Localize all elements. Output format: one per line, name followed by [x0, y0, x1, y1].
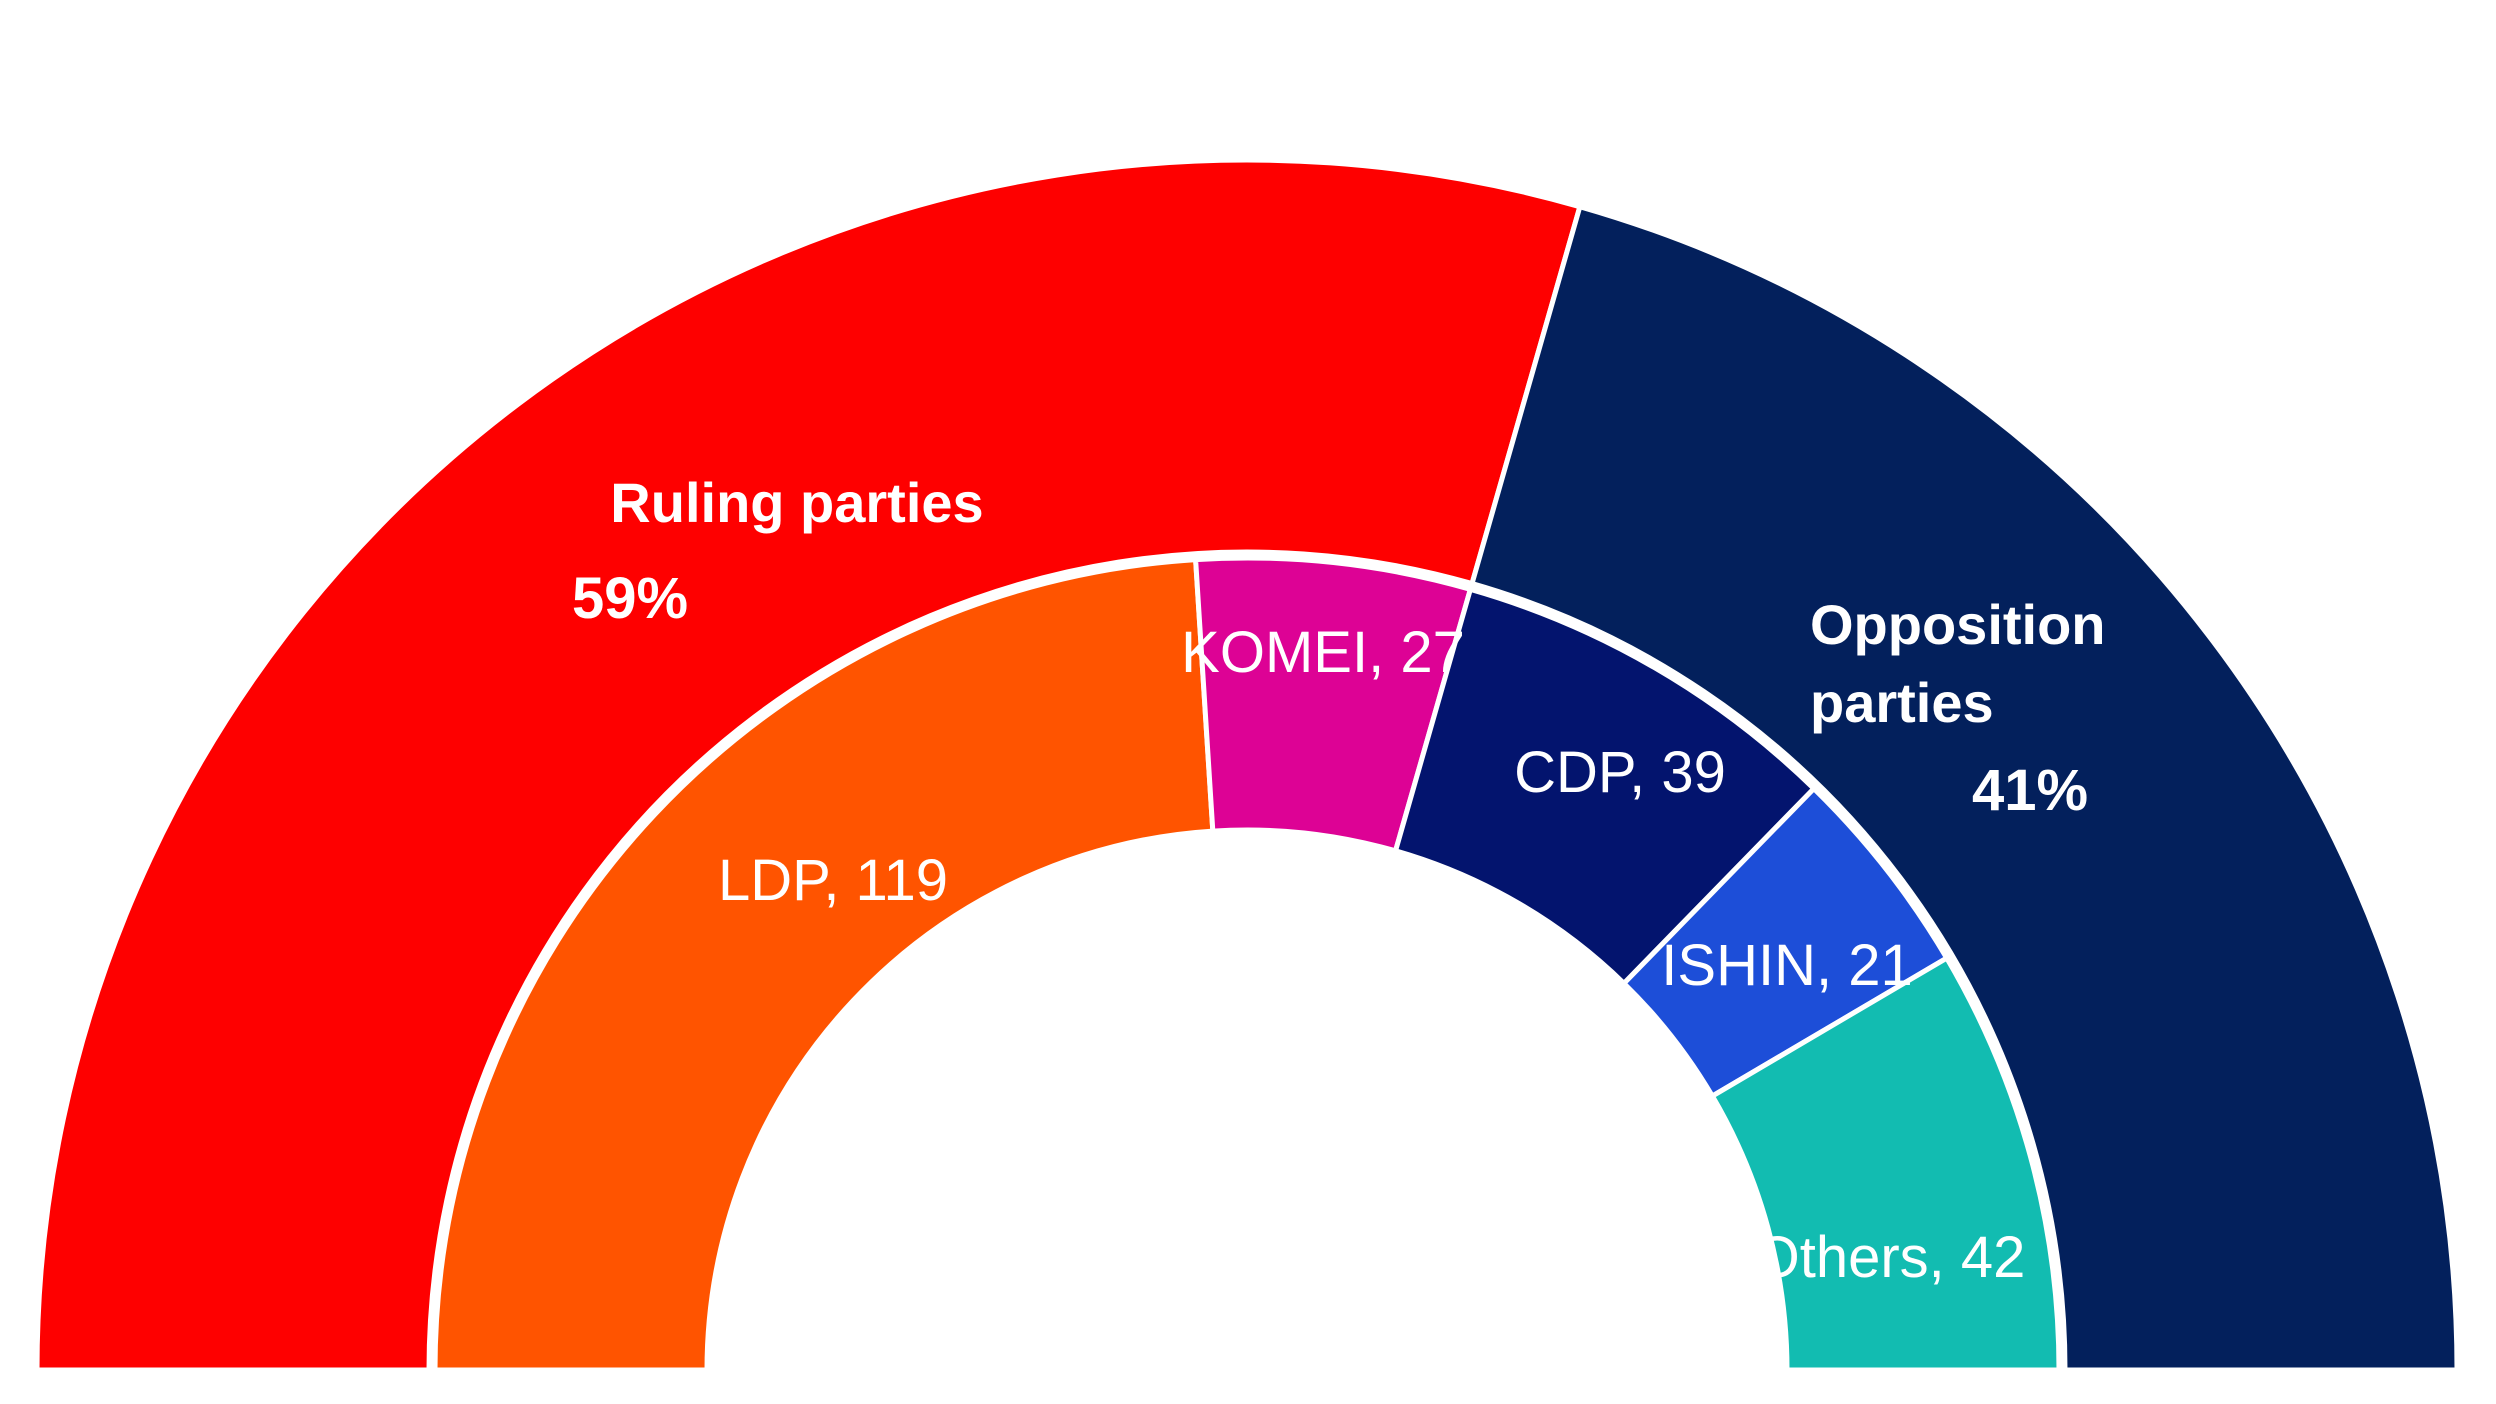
outer-slice-ruling-parties [34, 157, 1583, 1373]
inner-ring [432, 555, 2062, 1373]
chart-labels: LDP, 119 KOMEI, 27 CDP, 39 ISHIN, 21 Others,… [572, 471, 2106, 1290]
outer-percent-opposition-parties: 41% [1972, 758, 2088, 823]
inner-label-ishin: ISHIN, 21 [1661, 933, 1912, 998]
outer-slice-opposition-parties [1468, 203, 2460, 1373]
inner-label-cdp: CDP, 39 [1514, 740, 1726, 805]
inner-label-others: Others, 42 [1755, 1225, 2026, 1290]
inner-slice-others [1708, 954, 2062, 1373]
outer-label-opposition-parties-line-1: Opposition [1810, 593, 2106, 656]
outer-percent-ruling-parties: 59% [572, 566, 688, 631]
inner-label-ldp: LDP, 119 [718, 848, 948, 913]
outer-label-ruling-parties-line-1: Ruling parties [610, 471, 983, 534]
inner-label-komei: KOMEI, 27 [1181, 620, 1465, 685]
outer-label-opposition-parties-line-2: parties [1810, 671, 1994, 734]
outer-ring [34, 157, 2460, 1373]
inner-slice-ldp [432, 556, 1216, 1373]
